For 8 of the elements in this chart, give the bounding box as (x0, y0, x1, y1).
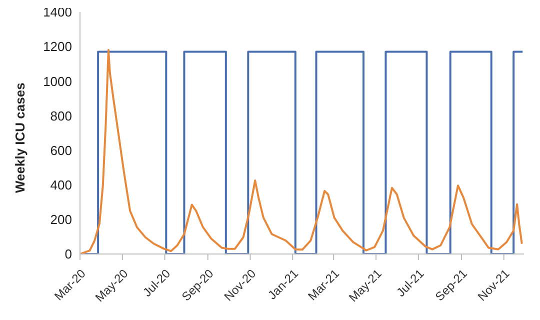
y-tick-label: 400 (50, 177, 72, 192)
y-tick-label: 200 (50, 212, 72, 228)
y-tick-label: 600 (50, 142, 72, 158)
y-tick-label: 0 (64, 246, 72, 262)
y-axis-title: Weekly ICU cases (12, 82, 28, 193)
y-tick-label: 800 (50, 108, 72, 124)
y-tick-label: 1200 (43, 39, 72, 54)
y-tick-label: 1000 (43, 74, 72, 89)
